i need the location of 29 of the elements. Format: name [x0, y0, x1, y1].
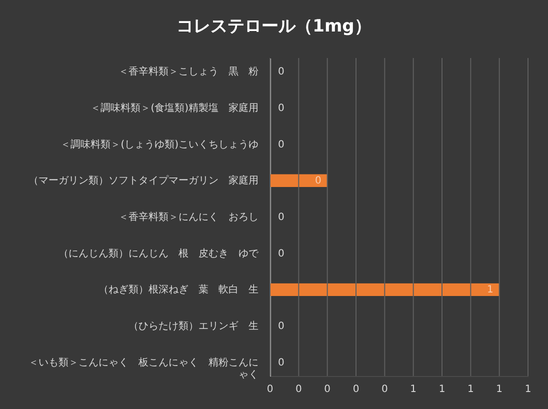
- data-label: 0: [278, 248, 284, 260]
- x-tick-label: 1: [496, 384, 503, 395]
- y-tick-label: （ひらたけ類）エリンギ 生: [128, 320, 258, 332]
- data-label: 0: [278, 66, 284, 78]
- y-tick-label: （マーガリン類）ソフトタイプマーガリン 家庭用: [28, 174, 258, 187]
- x-tick-label: 0: [352, 384, 360, 395]
- chart-title: コレステロール（1mg）: [176, 16, 372, 36]
- y-tick-label: （にんじん類）にんじん 根 皮むき ゆで: [58, 247, 260, 260]
- x-tick-label: 0: [324, 384, 331, 395]
- data-label: 0: [278, 357, 284, 368]
- x-tick-label: 1: [467, 384, 474, 395]
- x-tick-label: 0: [381, 384, 388, 395]
- data-label: 0: [278, 102, 284, 114]
- x-tick-label: 1: [524, 384, 532, 395]
- y-tick-label: ＜香辛料類＞こしょう 黒 粉: [118, 66, 258, 78]
- x-tick-label: 0: [266, 384, 274, 395]
- data-label: 0: [278, 321, 284, 332]
- x-tick-label: 0: [295, 384, 302, 395]
- data-label: 0: [278, 139, 284, 150]
- y-tick-label: ＜いも類＞こんにゃく 板こんにゃく 精粉こんにゃく: [28, 356, 258, 380]
- y-tick-label: ＜香辛料類＞にんにく おろし: [118, 211, 258, 223]
- data-label: 0: [314, 176, 322, 187]
- y-tick-label: ＜調味料類＞(食塩類)精製塩 家庭用: [90, 102, 258, 114]
- x-tick-label: 1: [410, 384, 417, 395]
- data-label: 0: [278, 212, 284, 223]
- y-tick-label: （ねぎ類）根深ねぎ 葉 軟白 生: [98, 284, 258, 296]
- data-label: 1: [486, 284, 494, 296]
- y-tick-label: ＜調味料類＞(しょうゆ類)こいくちしょうゆ: [60, 138, 258, 150]
- x-tick-label: 1: [438, 384, 446, 395]
